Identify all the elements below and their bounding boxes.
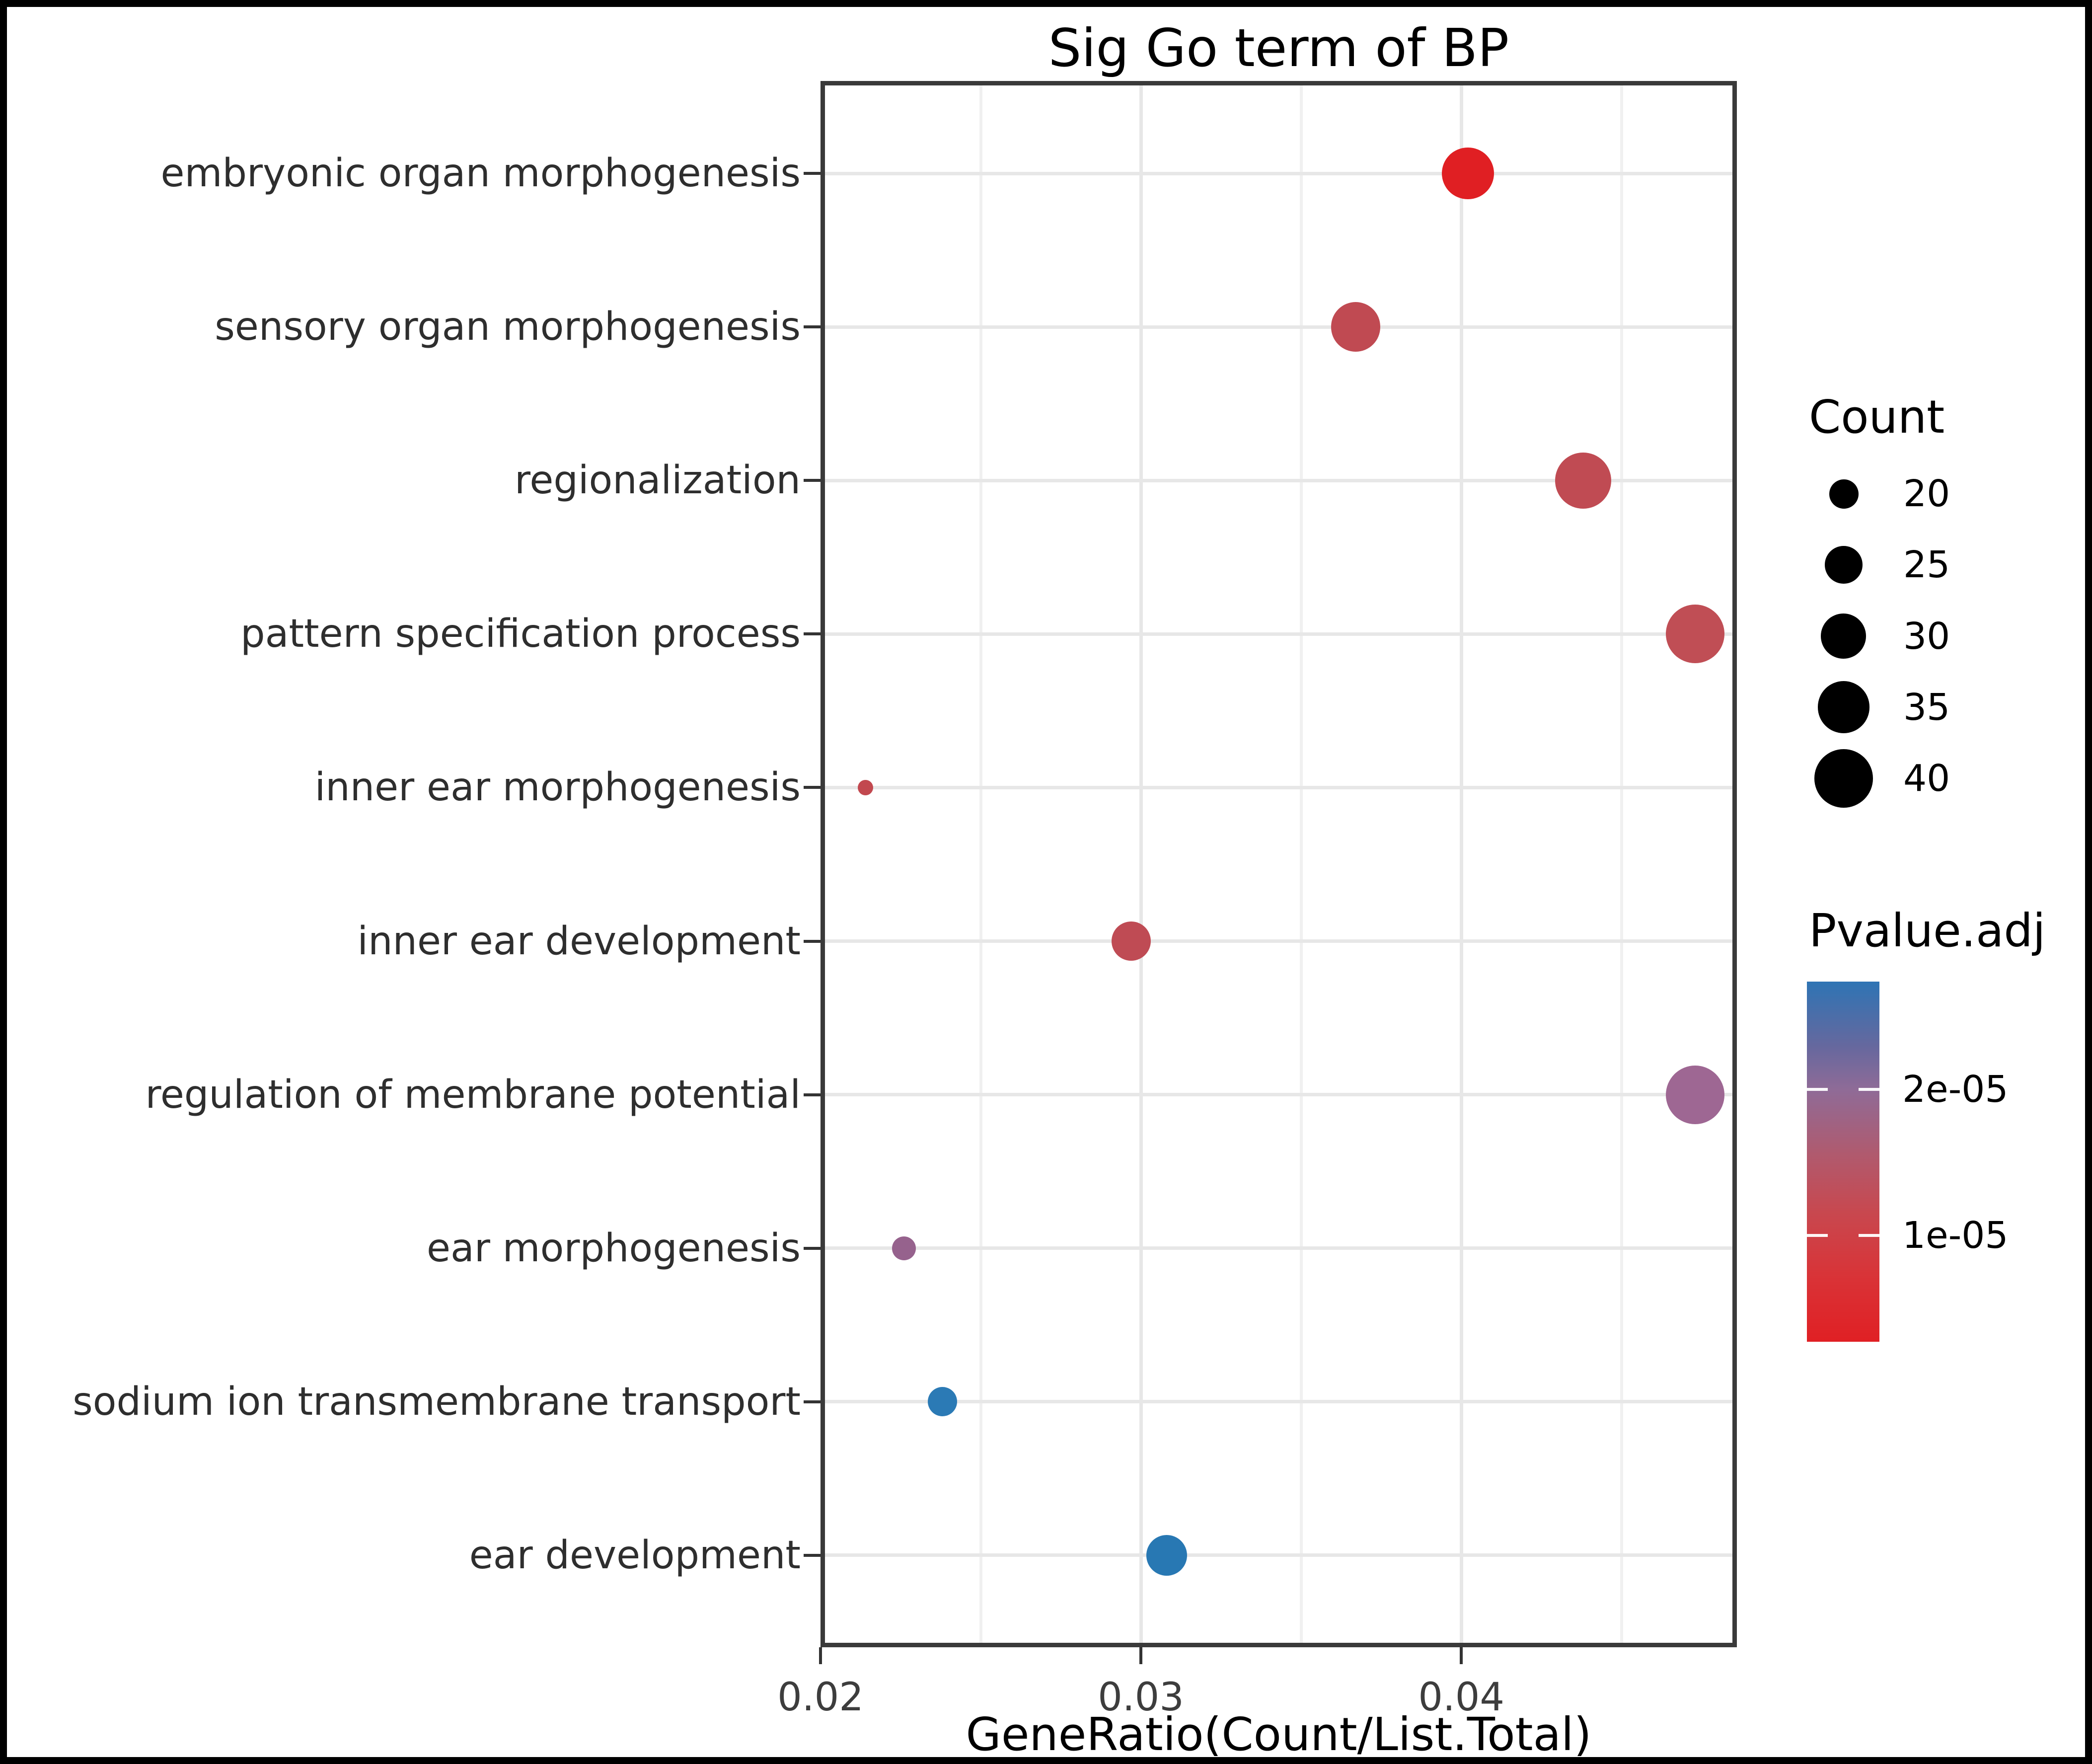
data-point bbox=[1331, 302, 1381, 352]
y-axis-tick bbox=[804, 325, 821, 329]
y-gridline-major bbox=[825, 632, 1732, 636]
y-axis-tick bbox=[804, 479, 821, 482]
data-point bbox=[927, 1387, 957, 1417]
y-gridline-major bbox=[825, 478, 1732, 482]
size-legend-symbol bbox=[1814, 749, 1873, 808]
y-gridline-major bbox=[825, 1246, 1732, 1250]
y-axis-label: regionalization bbox=[515, 458, 801, 503]
x-axis-tick-label: 0.03 bbox=[1098, 1675, 1184, 1720]
x-axis-tick bbox=[1460, 1647, 1463, 1664]
y-gridline-major bbox=[825, 939, 1732, 943]
colorbar-tick bbox=[1859, 1234, 1879, 1237]
y-gridline-major bbox=[825, 1553, 1732, 1557]
y-axis-label: pattern specification process bbox=[240, 612, 801, 657]
chart-title: Sig Go term of BP bbox=[1048, 18, 1509, 78]
y-axis-label: inner ear morphogenesis bbox=[314, 765, 801, 810]
data-point bbox=[1666, 1065, 1725, 1124]
size-legend-symbol bbox=[1821, 613, 1867, 659]
plot-panel-border bbox=[821, 81, 1737, 1647]
data-point bbox=[1555, 452, 1611, 509]
colorbar-tick bbox=[1807, 1088, 1828, 1091]
y-axis-tick bbox=[804, 1400, 821, 1403]
x-axis-tick bbox=[1139, 1647, 1143, 1664]
y-gridline-major bbox=[825, 171, 1732, 175]
size-legend-label: 30 bbox=[1903, 614, 1950, 658]
x-axis-title: GeneRatio(Count/List.Total) bbox=[966, 1708, 1592, 1761]
x-gridline-minor bbox=[979, 85, 982, 1643]
y-axis-tick bbox=[804, 1246, 821, 1250]
data-point bbox=[892, 1236, 916, 1260]
x-gridline-major bbox=[1139, 85, 1143, 1643]
y-gridline-major bbox=[825, 1093, 1732, 1097]
colorbar-gradient bbox=[1807, 982, 1879, 1342]
y-axis-tick bbox=[804, 1553, 821, 1557]
colorbar-tick-label: 1e-05 bbox=[1902, 1214, 2009, 1257]
y-axis-tick bbox=[804, 1093, 821, 1096]
color-legend-title: Pvalue.adj bbox=[1809, 904, 2046, 957]
y-gridline-major bbox=[825, 325, 1732, 329]
y-axis-label: ear development bbox=[469, 1533, 801, 1578]
colorbar-tick bbox=[1807, 1234, 1828, 1237]
size-legend-label: 25 bbox=[1903, 543, 1950, 587]
x-gridline-major bbox=[1459, 85, 1463, 1643]
y-axis-tick bbox=[804, 939, 821, 943]
size-legend-symbol bbox=[1825, 546, 1863, 584]
x-axis-tick-label: 0.02 bbox=[777, 1675, 864, 1720]
data-point bbox=[1112, 921, 1151, 961]
x-gridline-minor bbox=[1620, 85, 1623, 1643]
size-legend-title: Count bbox=[1809, 390, 1945, 444]
size-legend-label: 20 bbox=[1903, 472, 1950, 515]
y-axis-label: inner ear development bbox=[357, 919, 801, 964]
y-gridline-major bbox=[825, 1400, 1732, 1404]
y-axis-label: sodium ion transmembrane transport bbox=[73, 1379, 801, 1424]
y-axis-label: sensory organ morphogenesis bbox=[215, 305, 801, 350]
size-legend-symbol bbox=[1817, 681, 1870, 734]
y-axis-label: embryonic organ morphogenesis bbox=[160, 151, 801, 196]
data-point bbox=[857, 779, 873, 796]
x-axis-tick bbox=[819, 1647, 822, 1664]
y-axis-tick bbox=[804, 172, 821, 175]
y-axis-tick bbox=[804, 786, 821, 789]
colorbar-tick-label: 2e-05 bbox=[1902, 1068, 2009, 1111]
y-gridline-major bbox=[825, 785, 1732, 789]
size-legend-symbol bbox=[1829, 479, 1859, 509]
size-legend-label: 40 bbox=[1903, 757, 1950, 800]
y-axis-label: regulation of membrane potential bbox=[145, 1072, 801, 1117]
data-point bbox=[1666, 605, 1725, 664]
y-axis-tick bbox=[804, 632, 821, 636]
x-gridline-minor bbox=[1299, 85, 1303, 1643]
colorbar-tick bbox=[1859, 1088, 1879, 1091]
x-axis-tick-label: 0.04 bbox=[1418, 1675, 1505, 1720]
data-point bbox=[1441, 147, 1494, 200]
size-legend-label: 35 bbox=[1903, 686, 1950, 729]
data-point bbox=[1146, 1534, 1187, 1576]
y-axis-label: ear morphogenesis bbox=[427, 1226, 801, 1271]
